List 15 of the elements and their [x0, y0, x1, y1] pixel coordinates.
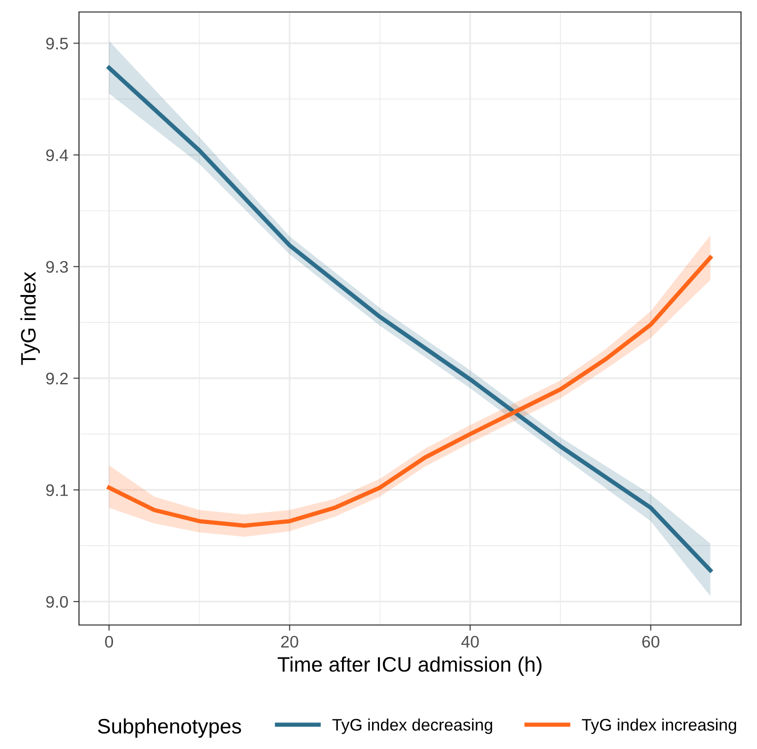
legend-label: TyG index decreasing [332, 718, 492, 734]
y-axis-title: TyG index [20, 272, 40, 365]
x-tick-label: 60 [642, 636, 660, 648]
y-tick-label: 9.4 [46, 149, 68, 162]
y-tick-label: 9.3 [46, 260, 68, 273]
legend-label: TyG index increasing [582, 718, 736, 734]
y-tick-label: 9.2 [46, 372, 68, 384]
x-tick-label: 0 [105, 636, 114, 648]
y-tick-label: 9.0 [46, 596, 68, 608]
legend-title: Subphenotypes [98, 718, 242, 738]
x-tick-label: 20 [281, 636, 298, 648]
x-tick-label: 40 [461, 636, 479, 648]
y-tick-label: 9.1 [46, 484, 68, 496]
y-tick-label: 9.5 [46, 38, 68, 50]
x-axis-title: Time after ICU admission (h) [278, 656, 542, 676]
